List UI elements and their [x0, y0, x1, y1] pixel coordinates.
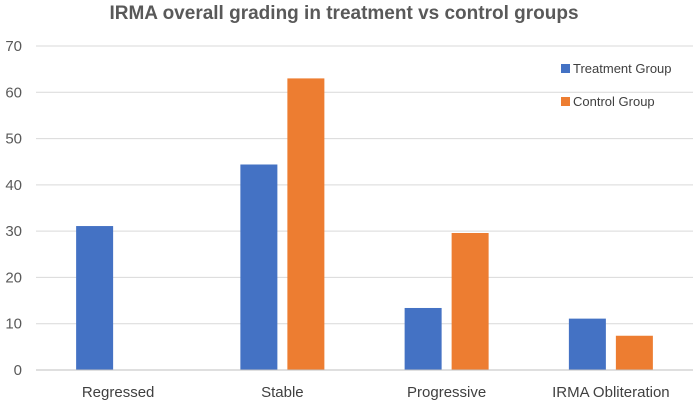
y-tick-label: 30 — [5, 223, 22, 240]
bar-control-group-stable — [287, 78, 325, 371]
x-axis-labels: Regressed Stable Progressive IRMA Obliterat… — [82, 384, 670, 401]
x-tick-label: Regressed — [82, 384, 155, 401]
y-tick-label: 60 — [5, 84, 22, 101]
legend: Treatment Group Control Group — [561, 61, 672, 109]
gridlines — [36, 45, 693, 325]
legend-swatch — [561, 64, 570, 73]
y-tick-label: 50 — [5, 131, 22, 148]
x-tick-label: IRMA Obliteration — [552, 384, 670, 401]
bar-control-group-progressive — [451, 232, 489, 370]
chart-title: IRMA overall grading in treatment vs con… — [109, 3, 578, 24]
y-tick-label: 40 — [5, 177, 22, 194]
bar-control-group-irma-obliteration — [615, 335, 653, 370]
bars — [76, 78, 653, 371]
y-tick-label: 20 — [5, 269, 22, 286]
y-axis-ticks: 0 10 20 30 40 50 60 70 — [5, 38, 22, 379]
legend-swatch — [561, 97, 570, 106]
bar-treatment-group-regressed — [76, 226, 114, 370]
y-tick-label: 0 — [14, 362, 22, 379]
y-tick-label: 10 — [5, 316, 22, 333]
legend-label: Treatment Group — [573, 61, 672, 76]
x-tick-label: Progressive — [407, 384, 486, 401]
bar-treatment-group-irma-obliteration — [568, 318, 606, 370]
legend-label: Control Group — [573, 94, 655, 109]
x-tick-label: Stable — [261, 384, 304, 401]
bar-treatment-group-stable — [240, 164, 278, 370]
bar-treatment-group-progressive — [404, 307, 442, 370]
y-tick-label: 70 — [5, 38, 22, 55]
